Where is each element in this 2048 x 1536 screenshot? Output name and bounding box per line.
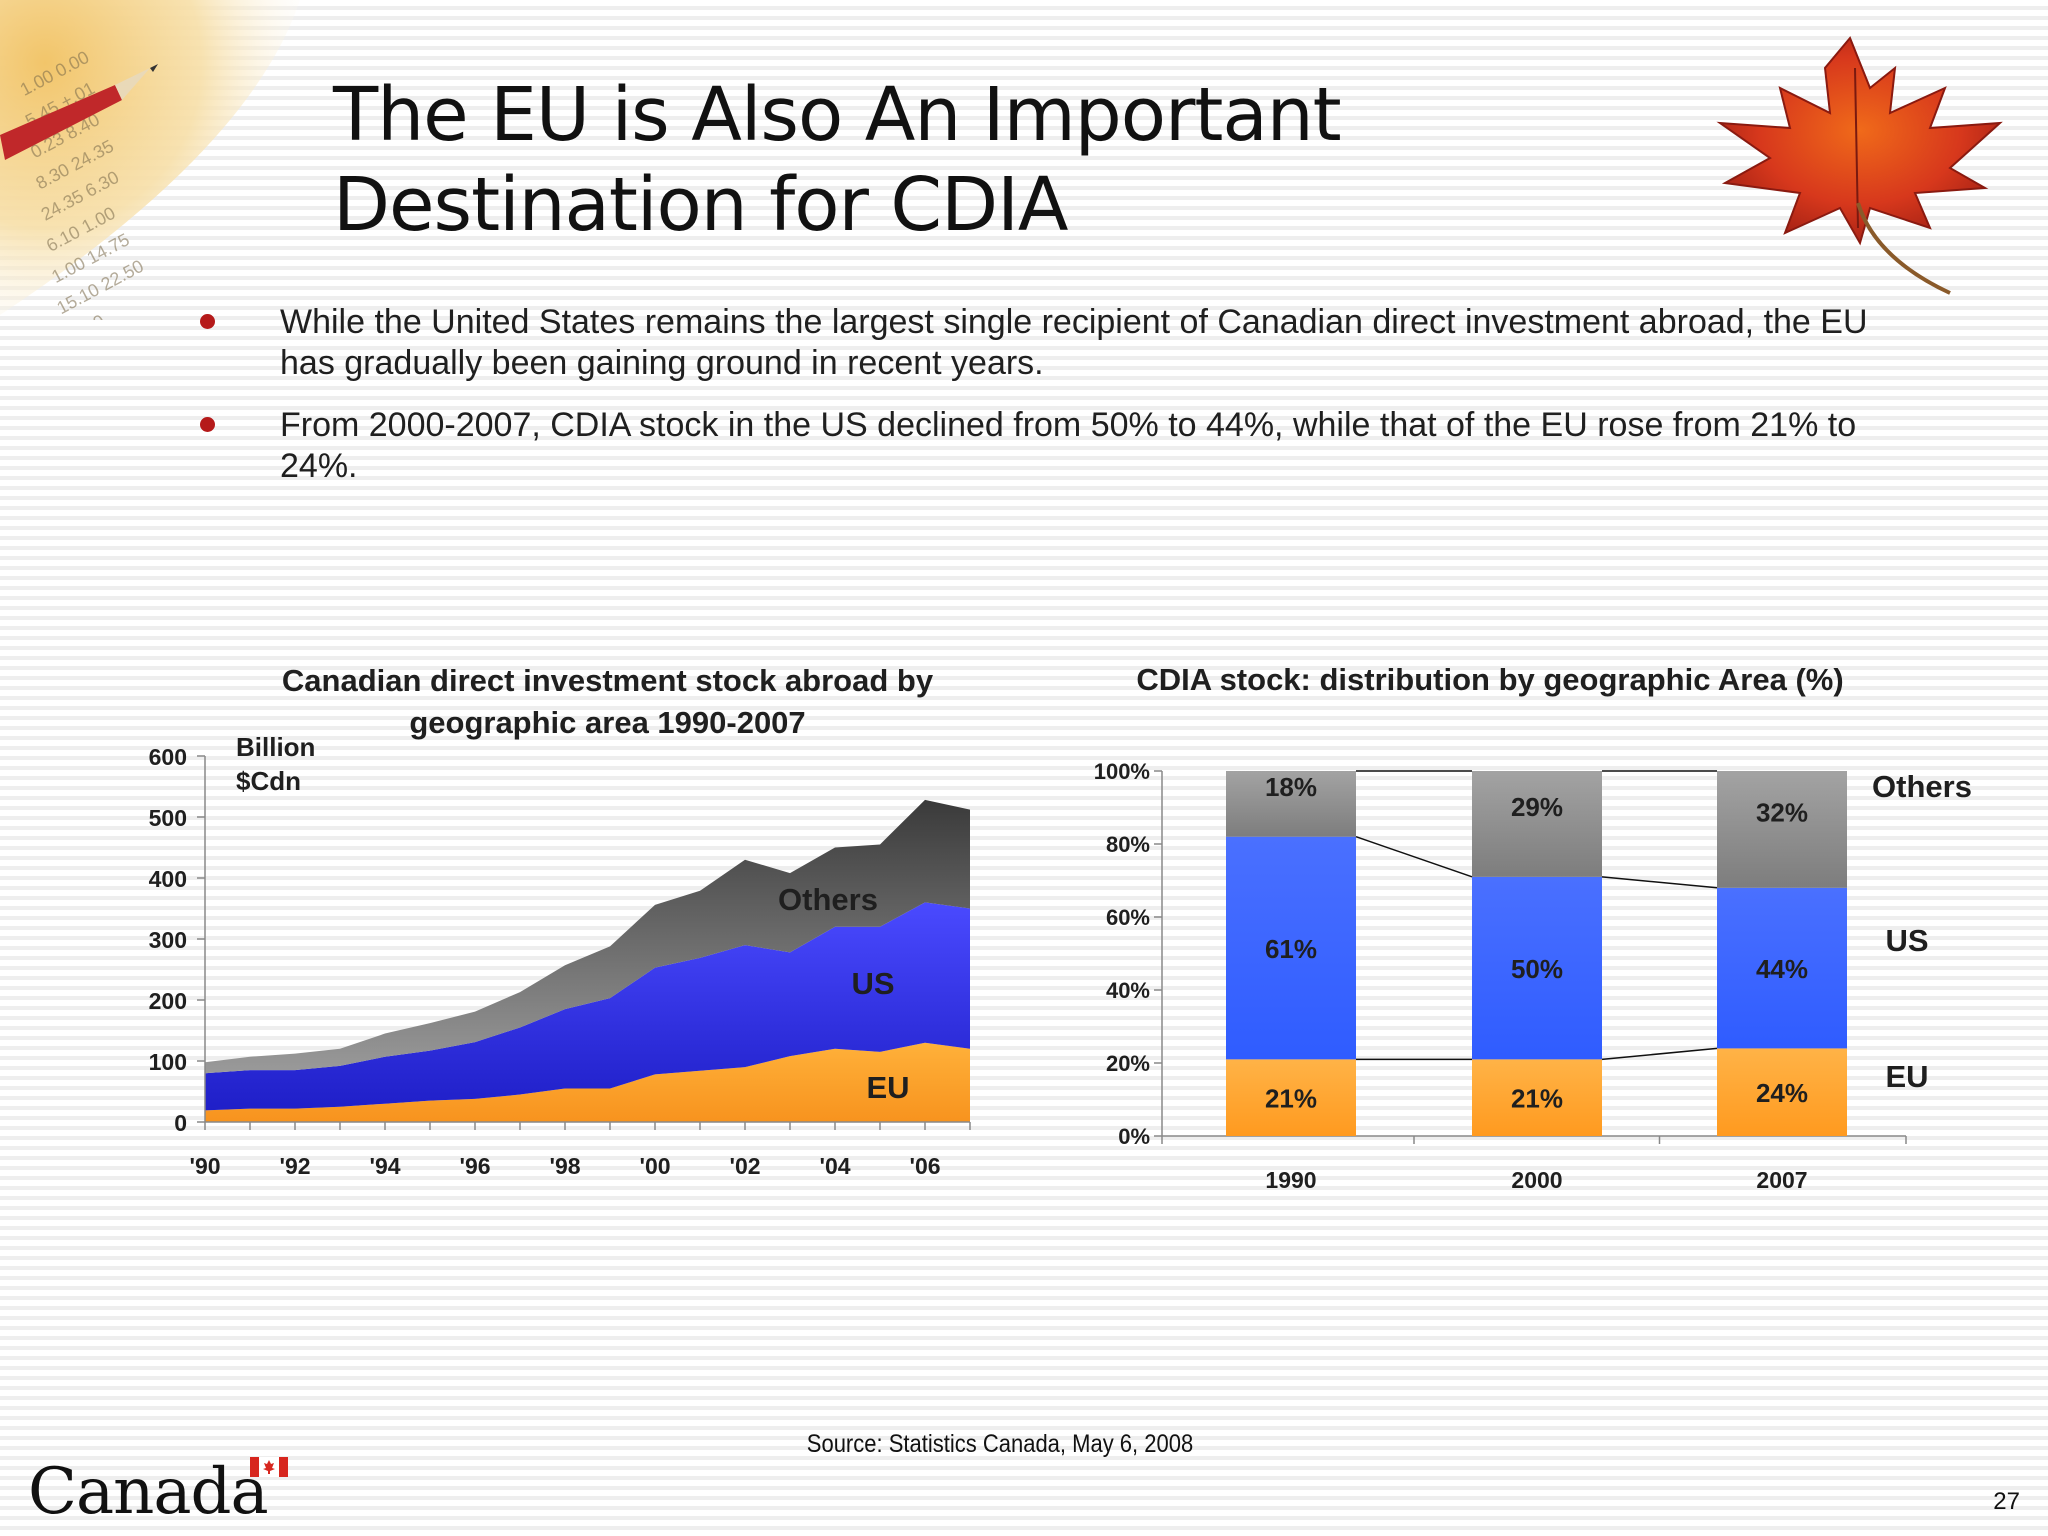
x-tick-label: '90 [189, 1153, 220, 1179]
y-tick-label: 400 [149, 866, 187, 892]
maple-leaf-image [1716, 36, 2003, 295]
y-axis-unit-label: Billion [236, 732, 315, 762]
y-axis-unit-label: $Cdn [236, 766, 301, 796]
bar-value-label: 21% [1265, 1084, 1317, 1114]
x-tick-label: '98 [549, 1153, 580, 1179]
slide-title: The EU is Also An Important Destination … [333, 72, 1342, 248]
area-series-others [205, 799, 970, 1074]
y-tick-label: 40% [1106, 978, 1150, 1003]
bar-value-label: 32% [1756, 797, 1808, 827]
legend-label-us: US [1885, 923, 1928, 958]
bar-value-label: 29% [1511, 792, 1563, 822]
series-label-us: US [851, 966, 894, 1001]
bullet-dot-icon [200, 314, 215, 329]
y-tick-label: 300 [149, 927, 187, 953]
bar-segment-us [1472, 876, 1602, 1060]
bar-value-label: 18% [1265, 772, 1317, 802]
area-series-eu [205, 1042, 970, 1122]
y-tick-label: 500 [149, 805, 187, 831]
y-tick-label: 60% [1106, 905, 1150, 930]
series-label-others: Others [778, 882, 878, 917]
x-tick-label: 2000 [1511, 1167, 1562, 1193]
legend-label-eu: EU [1885, 1059, 1928, 1094]
series-label-eu: EU [866, 1070, 909, 1105]
series-connector-line [1601, 876, 1718, 889]
x-tick-label: 1990 [1265, 1167, 1316, 1193]
x-tick-label: '96 [459, 1153, 490, 1179]
bar-segment-others [1472, 771, 1602, 877]
bar-segment-eu [1717, 1048, 1847, 1136]
bar-value-label: 21% [1511, 1084, 1563, 1114]
area-series-us [205, 902, 970, 1111]
bullet-text: From 2000-2007, CDIA stock in the US dec… [280, 406, 1857, 485]
y-tick-label: 20% [1106, 1051, 1150, 1076]
bar-segment-eu [1226, 1059, 1356, 1136]
y-tick-label: 200 [149, 988, 187, 1014]
y-tick-label: 600 [149, 744, 187, 770]
y-tick-label: 100% [1094, 759, 1150, 784]
area-chart-title: Canadian direct investment stock abroad … [281, 663, 934, 740]
y-tick-label: 0 [174, 1110, 187, 1136]
bullet-text: While the United States remains the larg… [280, 303, 1868, 382]
x-tick-label: '02 [729, 1153, 760, 1179]
bar-value-label: 50% [1511, 954, 1563, 984]
x-tick-label: '00 [639, 1153, 670, 1179]
x-tick-label: '06 [909, 1153, 940, 1179]
x-tick-label: '04 [819, 1153, 850, 1179]
bar-value-label: 61% [1265, 934, 1317, 964]
stock-figures-pen-image: 1.00 0.00 5.45 +.01 0.23 8.40 8.30 24.35… [0, 0, 300, 320]
bar-segment-us [1717, 887, 1847, 1049]
y-tick-label: 0% [1118, 1124, 1150, 1149]
bar-segment-others [1226, 771, 1356, 837]
x-tick-label: '92 [279, 1153, 310, 1179]
bar-value-label: 44% [1756, 954, 1808, 984]
bar-value-label: 24% [1756, 1078, 1808, 1108]
y-tick-label: 100 [149, 1049, 187, 1075]
canada-flag-icon [250, 1457, 288, 1477]
bar-chart-title: CDIA stock: distribution by geographic A… [1136, 662, 1844, 697]
page-number: 27 [1993, 1488, 2020, 1515]
canada-wordmark-logo: Canada [28, 1455, 288, 1529]
bullet-dot-icon [200, 417, 215, 432]
source-note: Source: Statistics Canada, May 6, 2008 [806, 1430, 1194, 1458]
bar-segment-us [1226, 836, 1356, 1060]
y-tick-label: 80% [1106, 832, 1150, 857]
legend-label-others: Others [1872, 769, 1972, 804]
x-tick-label: '94 [369, 1153, 400, 1179]
series-connector-line [1601, 1047, 1718, 1061]
x-tick-label: 2007 [1756, 1167, 1807, 1193]
bar-segment-eu [1472, 1059, 1602, 1136]
series-connector-line [1355, 835, 1473, 878]
canada-wordmark-text: Canada [28, 1455, 269, 1529]
bar-segment-others [1717, 771, 1847, 888]
